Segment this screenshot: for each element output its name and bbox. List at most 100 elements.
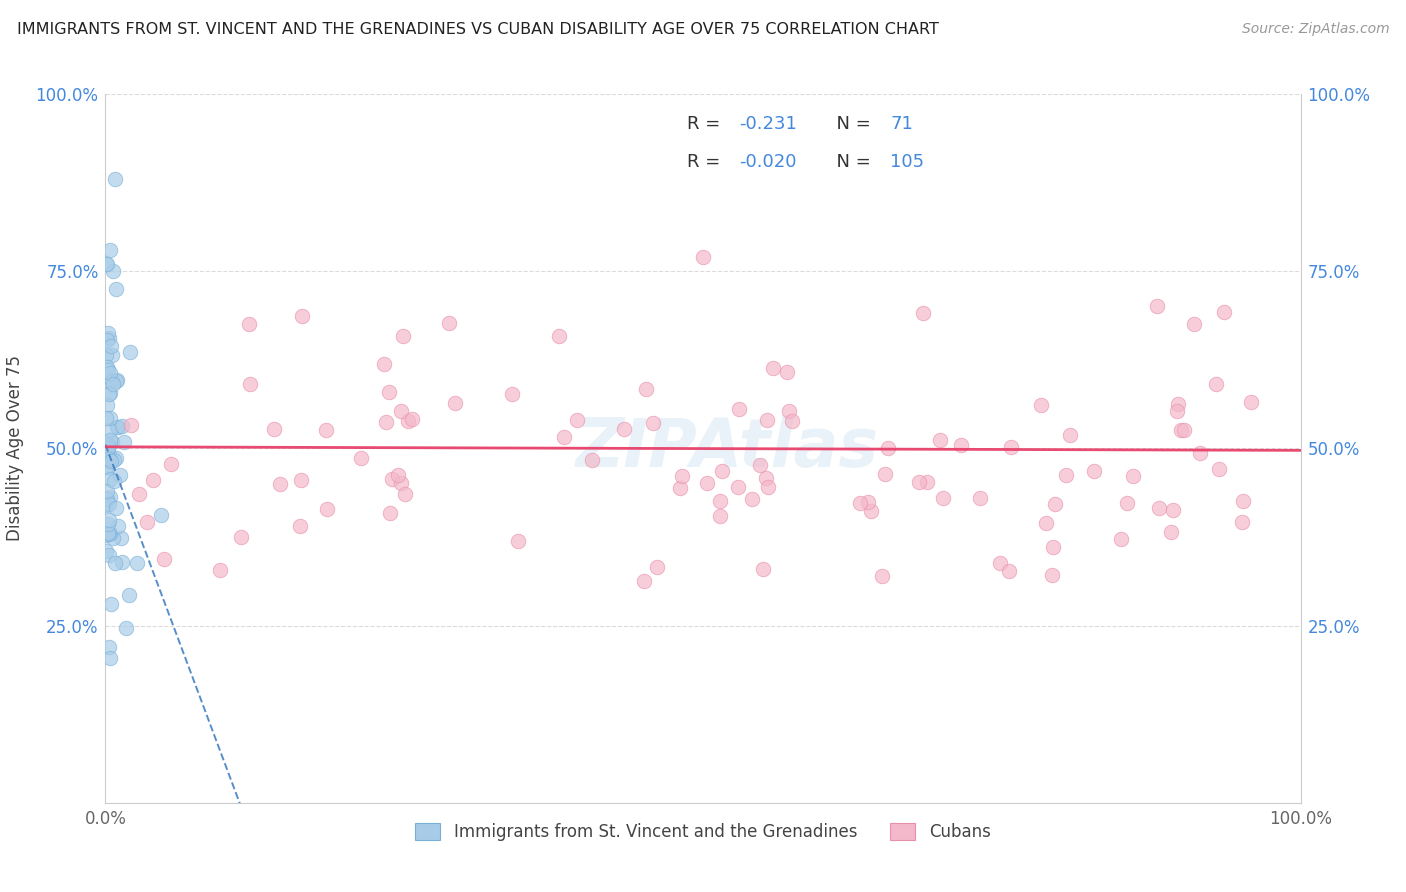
Point — [876, 441, 898, 455]
Point — [709, 508, 731, 523]
Point — [1083, 464, 1105, 478]
Point — [115, 621, 138, 635]
Point — [101, 348, 124, 362]
Point — [101, 374, 124, 388]
Point — [104, 282, 127, 296]
Point — [506, 534, 529, 549]
Point — [96, 333, 118, 347]
Point — [437, 317, 460, 331]
Point — [756, 480, 779, 494]
Point — [389, 404, 412, 418]
Point — [1173, 424, 1195, 438]
Text: R =: R = — [688, 153, 727, 170]
Point — [1240, 395, 1263, 409]
Point — [97, 527, 120, 541]
Point — [912, 306, 935, 320]
Text: N =: N = — [825, 115, 876, 133]
Point — [669, 481, 692, 495]
Point — [1000, 440, 1022, 454]
Point — [636, 382, 658, 396]
Point — [111, 419, 134, 434]
Point — [96, 398, 118, 412]
Point — [917, 475, 939, 489]
Text: 71: 71 — [890, 115, 914, 133]
Point — [875, 467, 897, 481]
Point — [160, 458, 183, 472]
Point — [711, 464, 734, 478]
Point — [97, 516, 120, 531]
Point — [316, 501, 339, 516]
Point — [94, 348, 117, 362]
Point — [125, 557, 148, 571]
Point — [97, 526, 120, 541]
Text: -0.231: -0.231 — [738, 115, 797, 133]
Point — [98, 387, 121, 401]
Point — [209, 563, 232, 577]
Point — [728, 401, 751, 416]
Point — [105, 373, 128, 387]
Point — [1040, 567, 1063, 582]
Point — [97, 549, 120, 563]
Point — [375, 415, 398, 429]
Point — [120, 345, 142, 359]
Point — [1146, 299, 1168, 313]
Point — [389, 476, 412, 491]
Point — [108, 467, 131, 482]
Point — [908, 475, 931, 490]
Text: IMMIGRANTS FROM ST. VINCENT AND THE GRENADINES VS CUBAN DISABILITY AGE OVER 75 C: IMMIGRANTS FROM ST. VINCENT AND THE GREN… — [17, 22, 939, 37]
Point — [238, 317, 260, 331]
Point — [94, 528, 117, 542]
Point — [110, 531, 132, 545]
Point — [782, 413, 804, 427]
Point — [269, 476, 291, 491]
Point — [104, 450, 127, 465]
Point — [104, 501, 127, 516]
Point — [696, 476, 718, 491]
Point — [949, 438, 972, 452]
Point — [107, 519, 129, 533]
Point — [396, 414, 419, 428]
Point — [741, 491, 763, 506]
Point — [1167, 397, 1189, 411]
Point — [1212, 305, 1234, 319]
Point — [98, 366, 121, 380]
Point — [645, 559, 668, 574]
Point — [100, 597, 122, 611]
Point — [394, 487, 416, 501]
Point — [671, 469, 693, 483]
Point — [1149, 501, 1171, 516]
Point — [1170, 423, 1192, 437]
Point — [1189, 446, 1212, 460]
Point — [97, 437, 120, 451]
Point — [872, 569, 894, 583]
Point — [96, 257, 118, 271]
Point — [104, 171, 127, 186]
Point — [149, 508, 172, 523]
Point — [849, 496, 872, 510]
Point — [98, 434, 121, 448]
Point — [1116, 496, 1139, 510]
Point — [709, 493, 731, 508]
Point — [387, 468, 409, 483]
Point — [969, 491, 991, 505]
Point — [1232, 494, 1254, 508]
Point — [96, 483, 118, 498]
Point — [97, 459, 120, 474]
Point — [97, 362, 120, 376]
Point — [101, 435, 124, 450]
Point — [97, 326, 120, 341]
Point — [107, 420, 129, 434]
Y-axis label: Disability Age Over 75: Disability Age Over 75 — [7, 355, 24, 541]
Point — [112, 434, 135, 449]
Point — [553, 430, 575, 444]
Point — [1042, 541, 1064, 555]
Point — [381, 472, 404, 486]
Point — [96, 492, 118, 507]
Point — [94, 498, 117, 512]
Point — [501, 387, 523, 401]
Point — [118, 588, 141, 602]
Point — [103, 475, 125, 489]
Point — [103, 453, 125, 467]
Point — [1043, 497, 1066, 511]
Point — [96, 257, 118, 271]
